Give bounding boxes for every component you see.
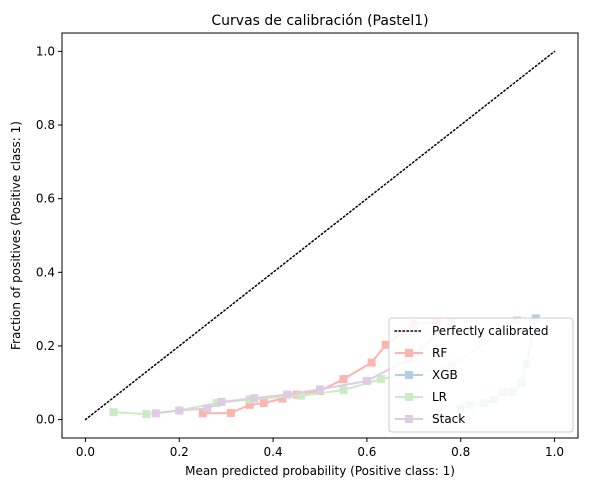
- chart-title: Curvas de calibración (Pastel1): [211, 13, 428, 29]
- data-point-lr: [339, 386, 348, 395]
- legend-marker: [405, 393, 413, 401]
- data-point-rf: [367, 358, 376, 367]
- data-point-rf: [339, 375, 348, 384]
- x-tick-label: 0.8: [451, 445, 470, 459]
- legend-marker: [405, 349, 413, 357]
- data-point-rf: [381, 340, 390, 349]
- legend-label: XGB: [432, 368, 458, 382]
- data-point-lr: [109, 408, 118, 417]
- data-point-stack: [217, 397, 226, 406]
- x-axis-ticks: 0.0 0.2 0.4 0.6 0.8 1.0: [76, 438, 564, 459]
- legend-items: Perfectly calibrated RF XGB LR Stack: [394, 324, 549, 426]
- series-line-stack: [155, 321, 453, 415]
- legend-entry-xgb: XGB: [395, 368, 458, 382]
- x-axis-label: Mean predicted probability (Positive cla…: [185, 464, 455, 478]
- data-point-lr: [376, 375, 385, 384]
- legend-entry-lr: LR: [395, 390, 447, 404]
- y-tick-label: 0.8: [36, 118, 55, 132]
- y-axis-label: Fraction of positives (Positive class: 1…: [9, 121, 23, 350]
- legend-entry-perfectly-calibrated: Perfectly calibrated: [394, 324, 549, 338]
- x-tick-label: 0.0: [76, 445, 95, 459]
- data-point-stack: [362, 376, 371, 385]
- x-tick-label: 0.2: [170, 445, 189, 459]
- data-point-stack: [316, 385, 324, 394]
- data-point-rf: [259, 399, 268, 408]
- legend-marker: [405, 415, 413, 423]
- y-tick-label: 0.4: [36, 265, 55, 279]
- y-tick-label: 1.0: [36, 44, 55, 58]
- data-point-lr: [142, 410, 151, 419]
- legend-entry-rf: RF: [395, 346, 447, 360]
- y-axis-ticks: 0.0 0.2 0.4 0.6 0.8 1.0: [36, 44, 62, 427]
- data-point-rf: [245, 400, 254, 409]
- y-tick-label: 0.6: [36, 192, 55, 206]
- data-point-rf: [198, 409, 207, 418]
- legend-label: RF: [432, 346, 447, 360]
- legend: Perfectly calibrated RF XGB LR Stack: [388, 317, 574, 433]
- legend-label: Stack: [432, 412, 465, 426]
- perfectly-calibrated-line: [84, 50, 556, 421]
- data-point-rf: [226, 408, 235, 417]
- legend-box: [388, 317, 574, 433]
- data-point-stack: [151, 409, 160, 418]
- data-point-stack: [175, 406, 184, 415]
- y-tick-label: 0.2: [36, 339, 55, 353]
- legend-label: LR: [432, 390, 447, 404]
- legend-entry-stack: Stack: [395, 412, 465, 426]
- reference-layer: [84, 50, 556, 421]
- data-point-stack: [203, 404, 212, 413]
- data-point-lr: [297, 391, 306, 400]
- data-point-lr: [212, 399, 221, 408]
- x-tick-label: 0.6: [357, 445, 376, 459]
- data-point-stack: [283, 390, 292, 399]
- x-tick-label: 0.4: [264, 445, 283, 459]
- plot-frame: [61, 32, 579, 439]
- data-point-rf: [292, 390, 301, 399]
- legend-marker: [405, 371, 413, 379]
- y-tick-label: 0.0: [36, 413, 55, 427]
- data-point-rf: [278, 394, 287, 403]
- data-point-stack: [250, 394, 259, 403]
- x-tick-label: 1.0: [545, 445, 564, 459]
- legend-label: Perfectly calibrated: [432, 324, 549, 338]
